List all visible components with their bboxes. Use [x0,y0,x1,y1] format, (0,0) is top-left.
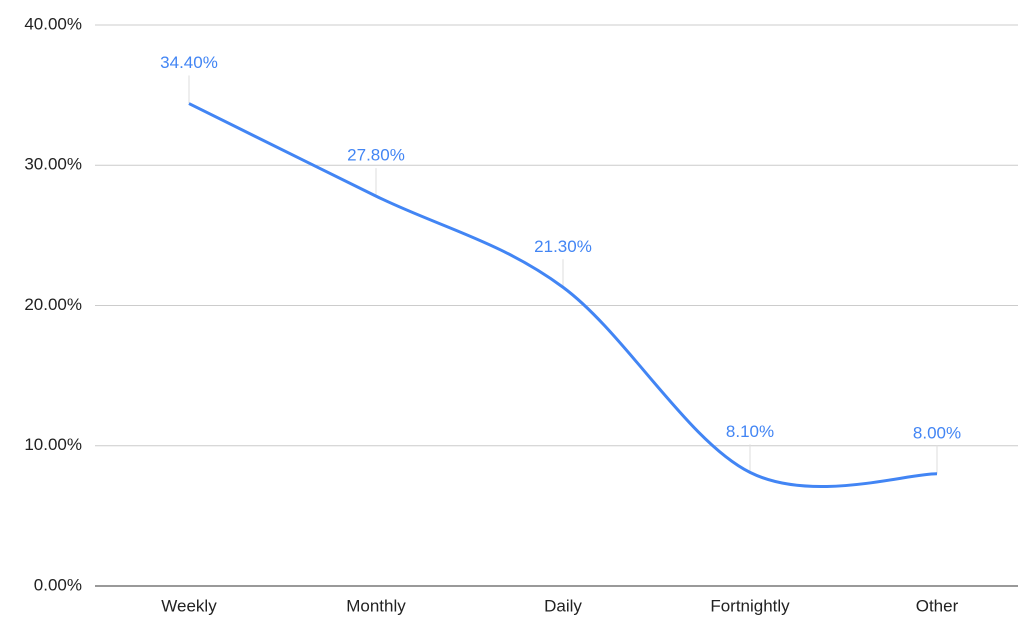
y-tick-label: 30.00% [24,155,82,174]
x-tick-label: Daily [544,596,582,615]
line [188,102,938,489]
y-tick-label: 40.00% [24,14,82,33]
x-tick-label: Other [916,596,959,615]
data-label: 27.80% [347,146,405,165]
y-tick-label: 10.00% [24,435,82,454]
data-label: 8.10% [726,422,774,441]
x-tick-label: Weekly [161,596,217,615]
x-tick-label: Fortnightly [710,596,790,615]
data-label: 34.40% [160,53,218,72]
data-label: 21.30% [534,237,592,256]
data-label: 8.00% [913,423,961,442]
y-tick-label: 20.00% [24,295,82,314]
y-tick-label: 0.00% [34,575,82,594]
x-tick-label: Monthly [346,596,406,615]
